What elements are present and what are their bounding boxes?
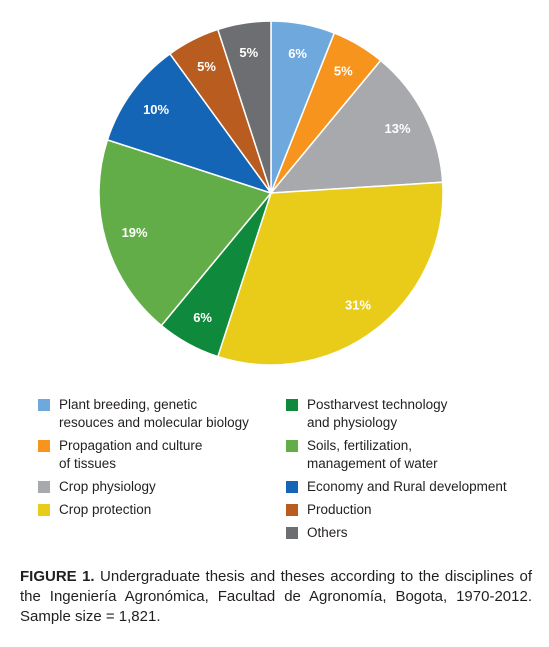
pie-slices [98, 20, 444, 366]
legend-item: Others [286, 524, 348, 542]
figure-caption: FIGURE 1. Undergraduate thesis and these… [20, 567, 532, 627]
legend-swatch [38, 440, 50, 452]
pie-slice-value-label: 13% [384, 121, 410, 136]
figure-caption-label: FIGURE 1. [20, 568, 95, 585]
legend-swatch [38, 481, 50, 493]
legend-label: Production [307, 502, 372, 517]
legend-label: Postharvest technology and physiology [307, 397, 448, 430]
pie-slice-value-label: 10% [143, 102, 169, 117]
legend-label: Economy and Rural development [307, 479, 507, 494]
pie-slice-value-label: 5% [334, 63, 353, 78]
legend-swatch [286, 440, 298, 452]
legend-item: Propagation and culture of tissues [38, 437, 202, 473]
legend-label: Others [307, 525, 348, 540]
legend-item: Economy and Rural development [286, 478, 507, 496]
pie-chart: 6% 5% 13% 31% 6% 19% 10% 5% 5% [98, 20, 444, 366]
legend-swatch [286, 399, 298, 411]
legend-item: Crop protection [38, 501, 151, 519]
pie-slice-soils-fertilization [98, 138, 273, 327]
legend-label: Plant breeding, genetic resouces and mol… [59, 397, 249, 430]
legend-item: Plant breeding, genetic resouces and mol… [38, 396, 249, 432]
legend-item: Crop physiology [38, 478, 156, 496]
legend-swatch [286, 481, 298, 493]
legend-item: Production [286, 501, 372, 519]
legend-item: Soils, fertilization, management of wate… [286, 437, 438, 473]
legend-swatch [286, 527, 298, 539]
pie-slice-others [216, 20, 272, 194]
legend-label: Soils, fertilization, management of wate… [307, 438, 438, 471]
pie-slice-value-label: 6% [288, 46, 307, 61]
pie-slice-value-label: 31% [345, 298, 371, 313]
legend-swatch [38, 504, 50, 516]
pie-slice-value-label: 6% [193, 310, 212, 325]
legend-label: Propagation and culture of tissues [59, 438, 203, 471]
pie-slice-crop-protection [216, 181, 444, 366]
pie-slice-value-label: 5% [239, 45, 258, 60]
legend-swatch [286, 504, 298, 516]
pie-slice-labels: 6% 5% 13% 31% 6% 19% 10% 5% 5% [122, 45, 411, 325]
pie-slice-value-label: 5% [197, 59, 216, 74]
pie-slice-crop-physiology [269, 59, 444, 194]
pie-slice-value-label: 19% [122, 225, 148, 240]
pie-slice-economy-and-rural-development [106, 52, 273, 195]
legend-swatch [38, 399, 50, 411]
legend-label: Crop physiology [59, 479, 156, 494]
legend-item: Postharvest technology and physiology [286, 396, 447, 432]
figure-caption-text: Undergraduate thesis and theses accordin… [20, 568, 532, 625]
legend-label: Crop protection [59, 502, 152, 517]
